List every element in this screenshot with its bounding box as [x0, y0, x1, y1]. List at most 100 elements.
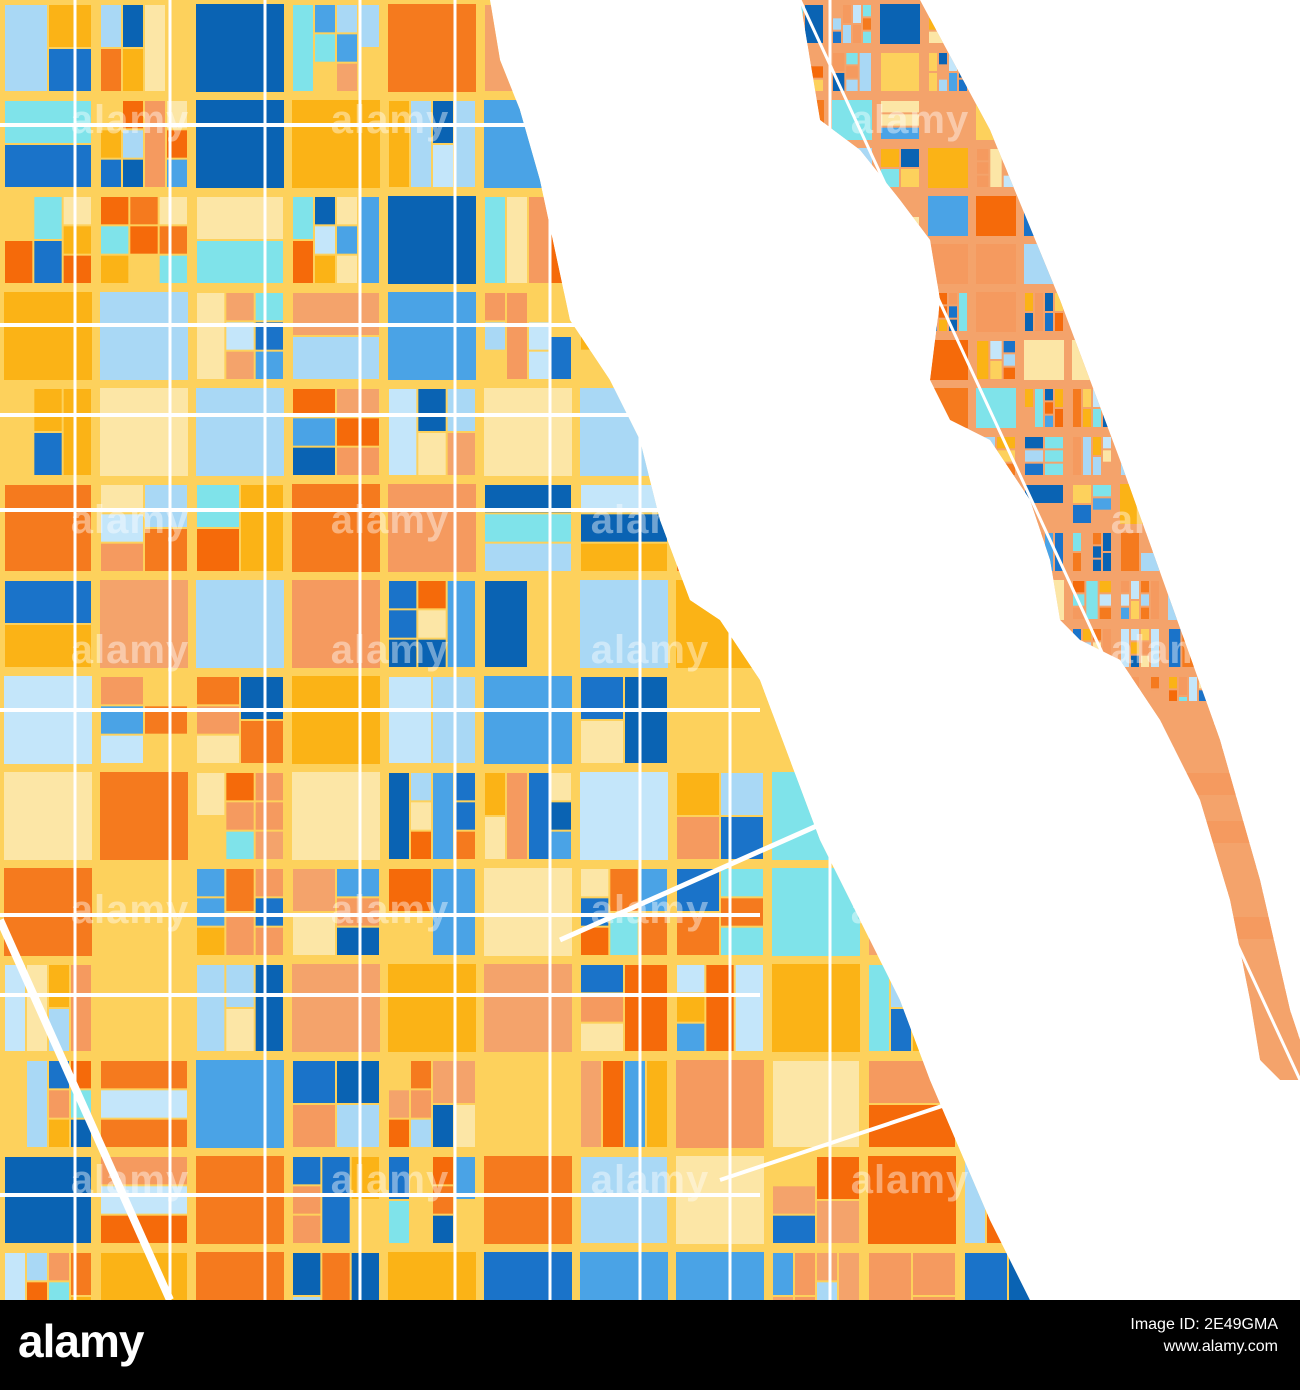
parcel	[1025, 389, 1033, 407]
parcel	[551, 802, 571, 830]
parcel	[1147, 245, 1159, 283]
parcel	[5, 241, 33, 283]
parcel	[1134, 389, 1146, 401]
parcel	[293, 197, 313, 239]
parcel	[1182, 409, 1194, 427]
parcel	[977, 175, 989, 187]
parcel	[929, 31, 967, 43]
parcel	[337, 447, 379, 475]
parcel	[1121, 149, 1129, 187]
parcel	[721, 773, 763, 815]
parcel	[197, 773, 225, 815]
parcel	[1169, 511, 1177, 523]
parcel	[1024, 52, 1064, 92]
parcel	[101, 1186, 187, 1214]
parcel	[1237, 690, 1245, 702]
parcel	[1141, 581, 1149, 593]
parcel	[226, 869, 254, 911]
parcel	[485, 817, 505, 859]
parcel	[123, 159, 143, 187]
parcel	[1045, 389, 1053, 401]
parcel	[1025, 409, 1033, 427]
parcel	[1182, 629, 1194, 667]
parcel	[1217, 581, 1225, 599]
parcel	[773, 1215, 815, 1243]
parcel	[939, 293, 947, 305]
parcel	[1073, 101, 1091, 119]
parcel	[977, 5, 985, 23]
parcel	[167, 130, 187, 158]
parcel	[1093, 437, 1101, 455]
parcel	[580, 772, 668, 860]
parcel	[1025, 437, 1043, 449]
parcel	[455, 1105, 475, 1147]
parcel	[1247, 690, 1255, 702]
parcel	[773, 1061, 859, 1147]
parcel	[389, 1201, 409, 1243]
parcel	[197, 965, 225, 1051]
parcel	[1038, 31, 1050, 43]
parcel	[1216, 436, 1256, 476]
parcel	[529, 351, 549, 379]
site-url[interactable]: www.alamy.com	[1163, 1338, 1278, 1355]
parcel	[1055, 293, 1063, 311]
parcel	[529, 773, 549, 859]
parcel	[1216, 388, 1256, 428]
parcel	[1121, 402, 1133, 414]
parcel	[1073, 217, 1091, 235]
parcel	[1055, 409, 1063, 427]
colored-parcel-map	[0, 0, 1300, 1300]
parcel	[977, 149, 989, 161]
parcel	[293, 337, 379, 379]
parcel	[197, 241, 283, 283]
parcel	[197, 197, 283, 239]
parcel	[359, 49, 379, 91]
parcel	[795, 1297, 815, 1300]
parcel	[1131, 642, 1139, 654]
parcel	[351, 1253, 379, 1300]
parcel	[101, 197, 129, 225]
parcel	[293, 447, 335, 475]
parcel	[1169, 149, 1207, 161]
parcel	[123, 5, 143, 47]
alamy-logo[interactable]: alamy	[18, 1314, 144, 1368]
parcel	[241, 485, 283, 571]
parcel	[735, 965, 763, 1051]
parcel	[5, 965, 25, 1051]
parcel	[49, 5, 91, 47]
parcel	[1147, 66, 1159, 78]
parcel	[1169, 341, 1207, 379]
parcel	[1275, 258, 1283, 270]
parcel	[292, 964, 380, 1052]
parcel	[1073, 245, 1085, 257]
parcel	[1227, 677, 1235, 715]
parcel	[863, 31, 871, 43]
parcel	[226, 965, 254, 1007]
parcel	[1291, 629, 1300, 647]
parcel	[101, 485, 143, 513]
parcel	[1035, 293, 1043, 331]
parcel	[1003, 162, 1015, 174]
parcel	[255, 927, 283, 955]
parcel	[1295, 437, 1300, 449]
parcel	[1121, 533, 1139, 571]
parcel	[1195, 265, 1207, 283]
parcel	[1141, 31, 1159, 43]
parcel	[315, 34, 335, 62]
parcel	[1093, 197, 1111, 209]
parcel	[1199, 293, 1207, 331]
parcel	[411, 1157, 431, 1243]
parcel	[34, 389, 62, 431]
parcel	[1199, 121, 1207, 139]
parcel	[433, 1105, 453, 1147]
parcel	[1073, 581, 1085, 593]
parcel	[123, 130, 143, 158]
parcel	[292, 676, 380, 764]
parcel	[389, 913, 431, 955]
parcel	[800, 53, 823, 65]
parcel	[581, 994, 623, 1022]
parcel	[322, 1253, 350, 1300]
parcel	[1134, 53, 1146, 65]
parcel	[721, 927, 763, 955]
parcel	[1265, 293, 1300, 311]
